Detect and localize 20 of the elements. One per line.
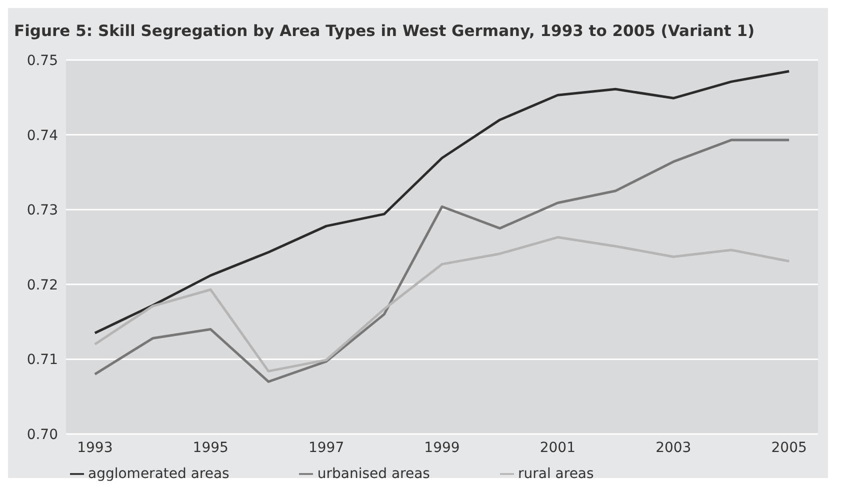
y-tick-label: 0.70 [26, 426, 58, 443]
chart-title: Figure 5: Skill Segregation by Area Types in West Germany, 1993 to 2005 (Variant 1) [13, 21, 756, 42]
x-tick-label: 1995 [192, 440, 228, 456]
y-tick-label: 0.72 [26, 277, 58, 294]
legend-label: urbanised areas [317, 466, 430, 482]
line-series [94, 70, 790, 334]
line-series [94, 236, 790, 372]
line-series [94, 138, 790, 383]
y-tick-label: 0.71 [26, 352, 58, 368]
x-tick-label: 1999 [424, 440, 460, 456]
legend-label: rural areas [518, 466, 594, 482]
x-tick-label: 2001 [540, 440, 576, 456]
y-tick-label: 0.74 [26, 128, 58, 144]
legend-label: agglomerated areas [88, 466, 230, 482]
x-tick-label: 2003 [656, 440, 692, 456]
x-tick-label: 1993 [77, 440, 113, 456]
y-tick-label: 0.73 [26, 202, 58, 219]
x-tick-label: 1997 [308, 440, 344, 456]
y-tick-label: 0.75 [26, 52, 58, 69]
x-tick-label: 2005 [771, 440, 807, 456]
